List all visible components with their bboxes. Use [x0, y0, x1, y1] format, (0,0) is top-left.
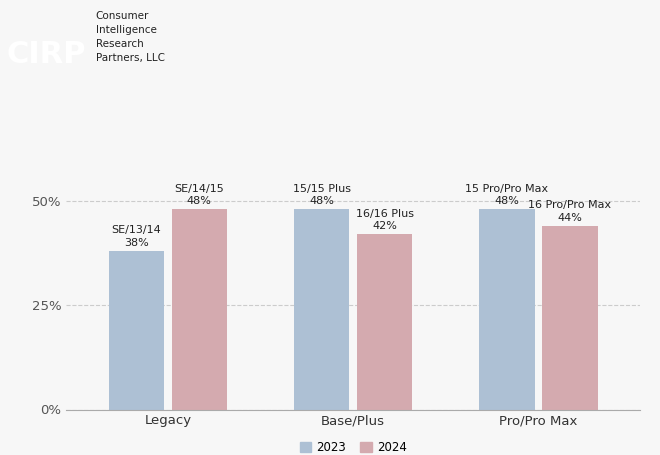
Text: SE/13/14
38%: SE/13/14 38%: [112, 225, 161, 248]
Bar: [542, 226, 597, 410]
Bar: [294, 209, 349, 410]
Text: CIRP: CIRP: [7, 40, 86, 69]
Bar: [357, 234, 412, 410]
Text: 15 Pro/Pro Max
48%: 15 Pro/Pro Max 48%: [465, 183, 548, 206]
Legend: 2023, 2024: 2023, 2024: [295, 436, 411, 455]
Text: 16/16 Plus
42%: 16/16 Plus 42%: [356, 208, 414, 231]
Text: Consumer
Intelligence
Research
Partners, LLC: Consumer Intelligence Research Partners,…: [96, 11, 165, 63]
Bar: [479, 209, 535, 410]
Text: 15/15 Plus
48%: 15/15 Plus 48%: [292, 183, 350, 206]
Bar: [172, 209, 227, 410]
Text: 16 Pro/Pro Max
44%: 16 Pro/Pro Max 44%: [528, 200, 611, 222]
Bar: [109, 251, 164, 410]
Text: SE/14/15
48%: SE/14/15 48%: [174, 183, 224, 206]
